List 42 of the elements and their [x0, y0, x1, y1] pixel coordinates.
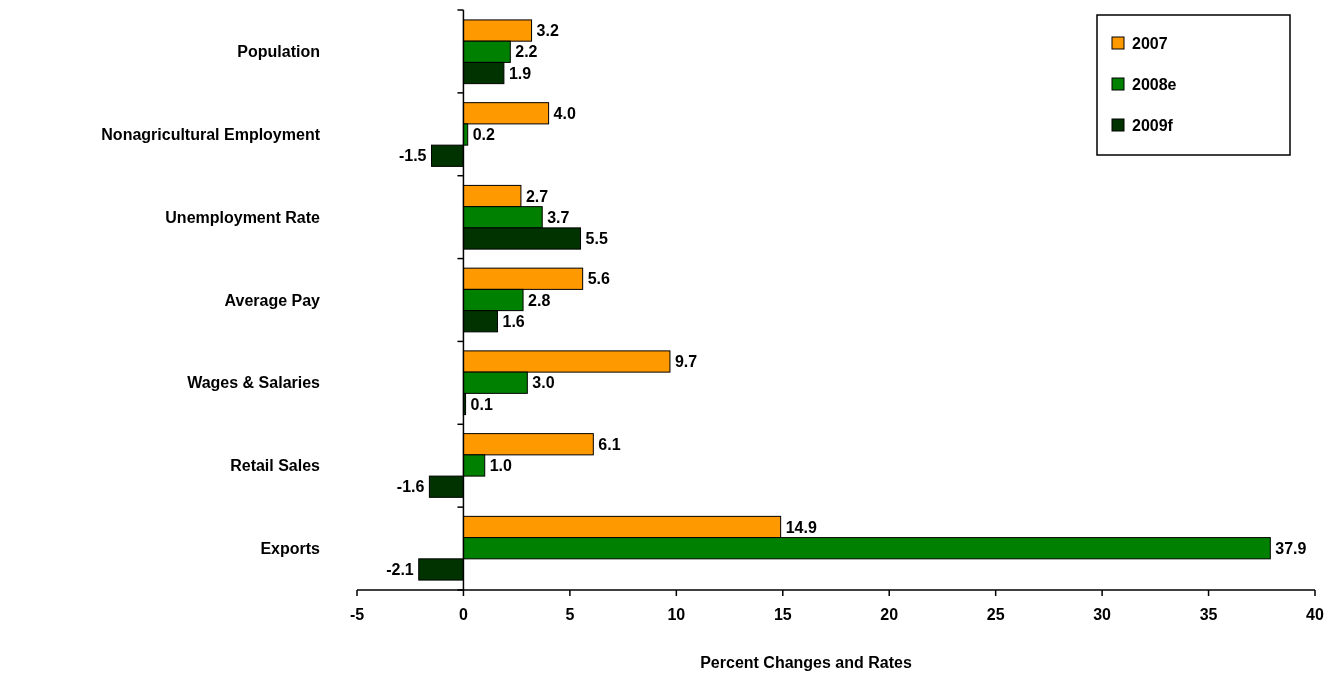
data-label: 6.1 — [598, 435, 621, 453]
data-label: -1.5 — [398, 147, 427, 165]
data-label: 2.2 — [515, 43, 538, 61]
data-label: 2.7 — [525, 187, 549, 205]
y-tick-label: Wages & Salaries — [187, 374, 321, 392]
x-tick-label: 40 — [1306, 606, 1324, 623]
data-label: 9.7 — [674, 353, 698, 371]
x-tick-label: 0 — [458, 606, 468, 623]
legend-label: 2007 — [1132, 34, 1168, 52]
legend-label: 2009f — [1132, 116, 1174, 134]
data-label: 3.2 — [536, 22, 559, 40]
x-tick-label: 25 — [986, 606, 1005, 623]
data-label: 4.0 — [553, 104, 576, 122]
data-label: 0.1 — [470, 395, 493, 413]
data-label: 0.2 — [472, 126, 496, 144]
y-tick-label: Exports — [260, 539, 321, 557]
y-tick-label: Population — [237, 43, 320, 61]
x-tick-label: -5 — [349, 606, 365, 623]
legend-label: 2008e — [1132, 75, 1177, 93]
data-label: 2.8 — [528, 291, 551, 309]
y-tick-label: Retail Sales — [230, 457, 321, 475]
data-label: 37.9 — [1275, 539, 1307, 557]
y-tick-label: Average Pay — [224, 291, 321, 309]
x-tick-label: 20 — [880, 606, 899, 623]
data-label: 1.0 — [489, 457, 513, 475]
x-tick-label: 35 — [1199, 606, 1218, 623]
x-tick-label: 15 — [773, 606, 792, 623]
data-label: 14.9 — [785, 518, 817, 536]
data-label: 5.5 — [585, 230, 608, 248]
y-tick-label: Nonagricultural Employment — [101, 126, 321, 144]
x-axis-title: Percent Changes and Rates — [700, 654, 912, 671]
data-label: -1.6 — [396, 478, 425, 496]
data-label: 3.7 — [547, 208, 570, 226]
data-label: 1.6 — [502, 312, 525, 330]
data-label: 5.6 — [587, 270, 611, 288]
data-label: -2.1 — [386, 561, 414, 579]
data-label: 3.0 — [532, 374, 555, 392]
data-label: 1.9 — [508, 64, 532, 82]
x-tick-label: 10 — [667, 606, 686, 623]
x-tick-label: 5 — [565, 606, 575, 623]
y-tick-label: Unemployment Rate — [165, 208, 321, 226]
x-tick-label: 30 — [1093, 606, 1112, 623]
